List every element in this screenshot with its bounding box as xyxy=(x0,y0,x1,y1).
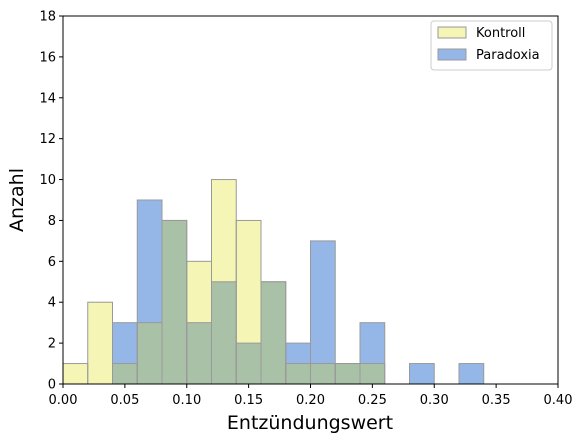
y-axis-title: Anzahl xyxy=(6,168,28,232)
bar-overlap-8 xyxy=(261,281,286,384)
bar-overlap-2 xyxy=(112,363,138,384)
bar-overlap-6 xyxy=(211,281,237,384)
x-tick-label: 0.40 xyxy=(544,393,573,408)
y-tick-label: 16 xyxy=(39,50,56,65)
y-tick-label: 2 xyxy=(48,337,56,352)
legend-label-kontroll: Kontroll xyxy=(476,26,525,41)
x-tick-label: 0.25 xyxy=(358,393,387,408)
x-tick-label: 0.05 xyxy=(110,393,139,408)
y-axis: 0 2 4 6 8 10 12 14 16 18 xyxy=(39,10,63,393)
bar-excess-16 xyxy=(459,363,484,384)
bar-excess-0 xyxy=(63,363,88,384)
bar-excess-5 xyxy=(186,261,212,323)
bar-excess-12 xyxy=(360,322,385,364)
y-tick-label: 10 xyxy=(39,173,56,188)
bar-overlap-9 xyxy=(285,363,311,384)
x-tick-label: 0.00 xyxy=(49,393,78,408)
x-tick-label: 0.10 xyxy=(172,393,201,408)
y-tick-label: 18 xyxy=(39,10,56,25)
bar-excess-7 xyxy=(236,220,261,344)
bar-overlap-12 xyxy=(360,363,385,384)
bar-overlap-5 xyxy=(186,322,212,384)
bar-excess-2 xyxy=(112,322,138,364)
x-tick-label: 0.20 xyxy=(296,393,325,408)
bar-overlap-11 xyxy=(335,363,360,384)
y-tick-label: 4 xyxy=(48,296,56,311)
bar-overlap-7 xyxy=(236,343,261,384)
legend: Kontroll Paradoxia xyxy=(430,20,553,71)
y-tick-label: 6 xyxy=(48,255,56,270)
legend-swatch-kontroll xyxy=(437,26,467,39)
x-axis-title: Entzündungswert xyxy=(227,412,393,434)
bar-excess-1 xyxy=(87,302,113,384)
legend-label-paradoxia: Paradoxia xyxy=(476,48,540,63)
y-tick-label: 0 xyxy=(48,378,56,393)
y-tick-label: 12 xyxy=(39,132,56,147)
bar-overlap-3 xyxy=(137,322,162,384)
bar-overlap-4 xyxy=(162,220,187,384)
y-tick-label: 14 xyxy=(39,91,56,106)
bar-excess-9 xyxy=(285,343,311,364)
bars-layer xyxy=(62,179,485,385)
x-axis: 0.00 0.05 0.10 0.15 0.20 0.25 0.30 0.35 0.40 xyxy=(49,384,573,408)
bar-overlap-10 xyxy=(310,363,336,384)
y-tick-label: 8 xyxy=(48,214,56,229)
legend-swatch-paradoxia xyxy=(437,48,467,61)
bar-excess-10 xyxy=(310,240,336,364)
bar-excess-6 xyxy=(211,179,237,282)
x-tick-label: 0.35 xyxy=(482,393,511,408)
x-tick-label: 0.15 xyxy=(234,393,263,408)
bar-excess-14 xyxy=(409,363,435,384)
bar-excess-3 xyxy=(137,200,162,323)
x-tick-label: 0.30 xyxy=(420,393,449,408)
